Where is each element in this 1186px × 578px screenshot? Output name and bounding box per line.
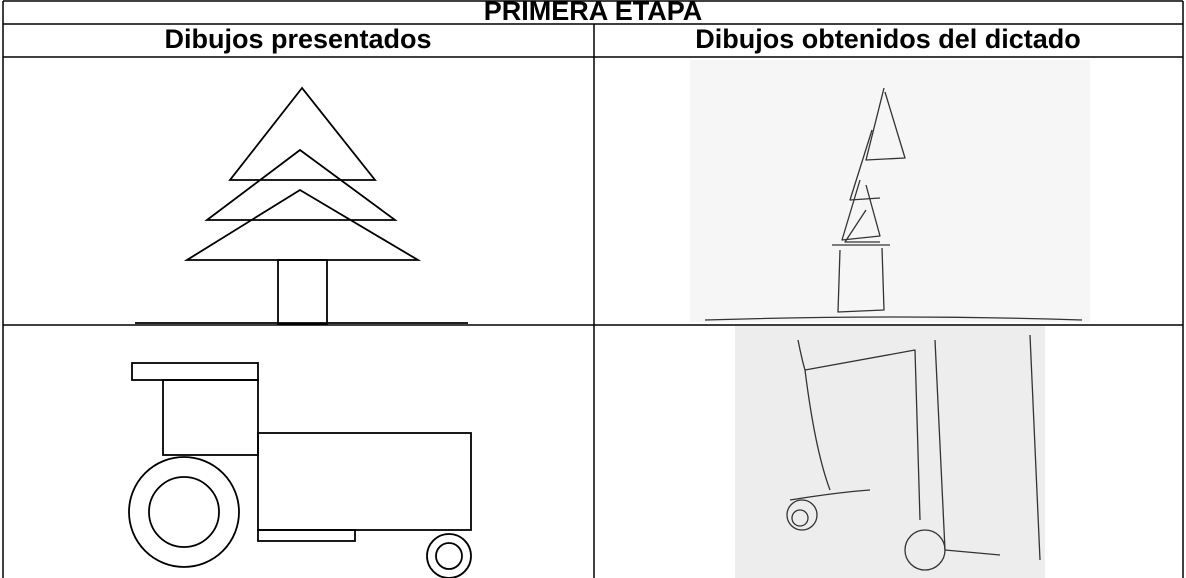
tree-sketch (690, 60, 1090, 322)
tree-drawing (135, 86, 468, 325)
tractor-drawing (128, 362, 472, 578)
column-header: Dibujos presentados (164, 24, 431, 54)
column-header: Dibujos obtenidos del dictado (695, 24, 1081, 54)
tractor-sketch (735, 326, 1045, 578)
table-title: PRIMERA ETAPA (484, 0, 703, 26)
